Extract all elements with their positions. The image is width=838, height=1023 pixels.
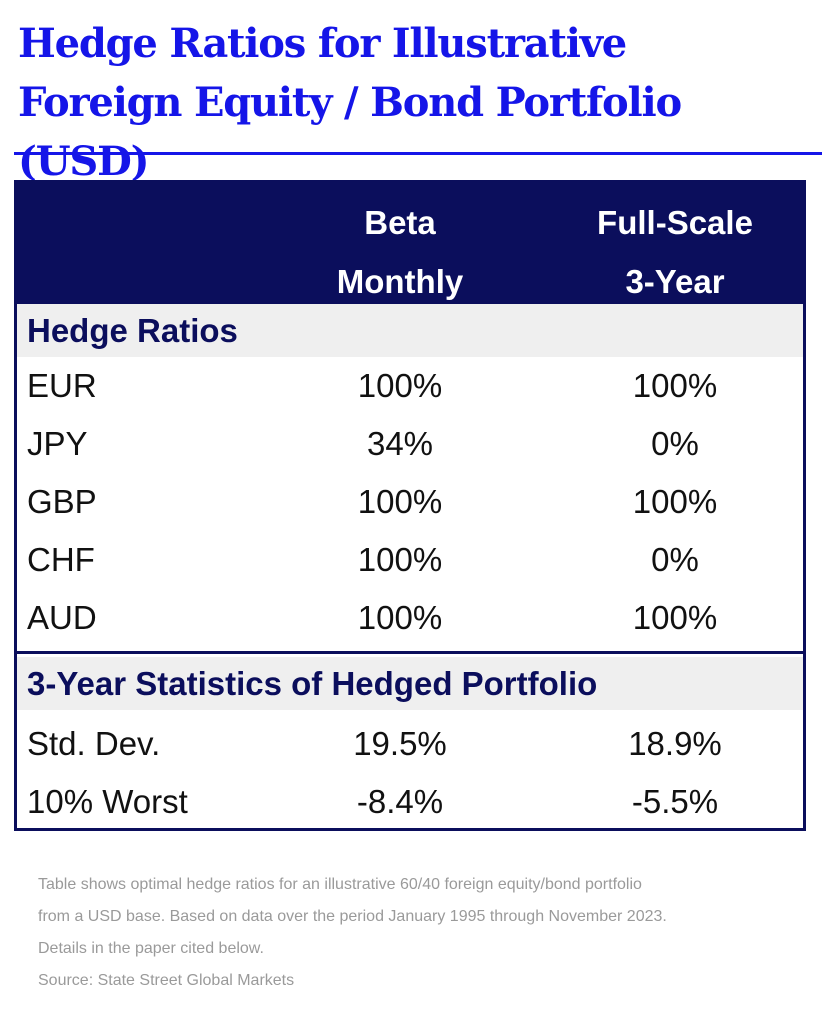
title-line-1: Hedge Ratios for Illustrative <box>18 20 627 67</box>
cell-beta-monthly: 100% <box>357 541 443 578</box>
cell-full-scale: 0% <box>651 541 699 578</box>
cell-beta-monthly: 19.5% <box>353 725 447 762</box>
section-divider <box>17 651 803 654</box>
row-label: GBP <box>27 483 97 520</box>
header-col2-line2: 3-Year <box>625 263 725 300</box>
row-label: JPY <box>27 425 88 462</box>
table-row: 10% Worst -8.4% -5.5% <box>17 773 803 831</box>
hedge-ratio-table: Beta Monthly Full-Scale 3-Year Hedge Rat… <box>14 180 806 831</box>
section-label: Hedge Ratios <box>27 312 238 349</box>
section-label: 3-Year Statistics of Hedged Portfolio <box>27 665 598 702</box>
row-label: Std. Dev. <box>27 725 161 762</box>
table-header: Beta Monthly Full-Scale 3-Year <box>17 183 803 304</box>
cell-beta-monthly: 100% <box>357 483 443 520</box>
title-underline <box>14 152 822 155</box>
footnote-line: from a USD base. Based on data over the … <box>38 908 667 925</box>
source-line: Source: State Street Global Markets <box>38 972 295 989</box>
header-col2-line1: Full-Scale <box>597 204 753 241</box>
title-line-2: Foreign Equity / Bond Portfolio (USD) <box>18 79 682 185</box>
table-row: GBP 100% 100% <box>17 473 803 531</box>
table-row: JPY 34% 0% <box>17 415 803 473</box>
footnote: Table shows optimal hedge ratios for an … <box>38 869 818 997</box>
page-title: Hedge Ratios for Illustrative Foreign Eq… <box>18 14 818 191</box>
cell-full-scale: 100% <box>632 483 718 520</box>
cell-full-scale: 18.9% <box>628 725 722 762</box>
footnote-line: Details in the paper cited below. <box>38 940 264 957</box>
cell-full-scale: -5.5% <box>631 783 719 820</box>
section-statistics: 3-Year Statistics of Hedged Portfolio <box>17 657 803 710</box>
header-full-scale-3-year: Full-Scale 3-Year <box>555 193 795 311</box>
table-row: AUD 100% 100% <box>17 589 803 647</box>
cell-full-scale: 100% <box>632 599 718 636</box>
header-col1-line2: Monthly <box>336 263 464 300</box>
cell-full-scale: 0% <box>651 425 699 462</box>
table-row: Std. Dev. 19.5% 18.9% <box>17 715 803 773</box>
row-label: EUR <box>27 367 97 404</box>
row-label: 10% Worst <box>27 783 188 820</box>
row-label: CHF <box>27 541 95 578</box>
cell-full-scale: 100% <box>632 367 718 404</box>
header-beta-monthly: Beta Monthly <box>280 193 520 311</box>
cell-beta-monthly: -8.4% <box>356 783 444 820</box>
header-col1-line1: Beta <box>364 204 436 241</box>
section-hedge-ratios: Hedge Ratios <box>17 304 803 357</box>
cell-beta-monthly: 100% <box>357 367 443 404</box>
cell-beta-monthly: 34% <box>366 425 434 462</box>
table-row: CHF 100% 0% <box>17 531 803 589</box>
cell-beta-monthly: 100% <box>357 599 443 636</box>
table-row: EUR 100% 100% <box>17 357 803 415</box>
footnote-line: Table shows optimal hedge ratios for an … <box>38 876 642 893</box>
row-label: AUD <box>27 599 97 636</box>
